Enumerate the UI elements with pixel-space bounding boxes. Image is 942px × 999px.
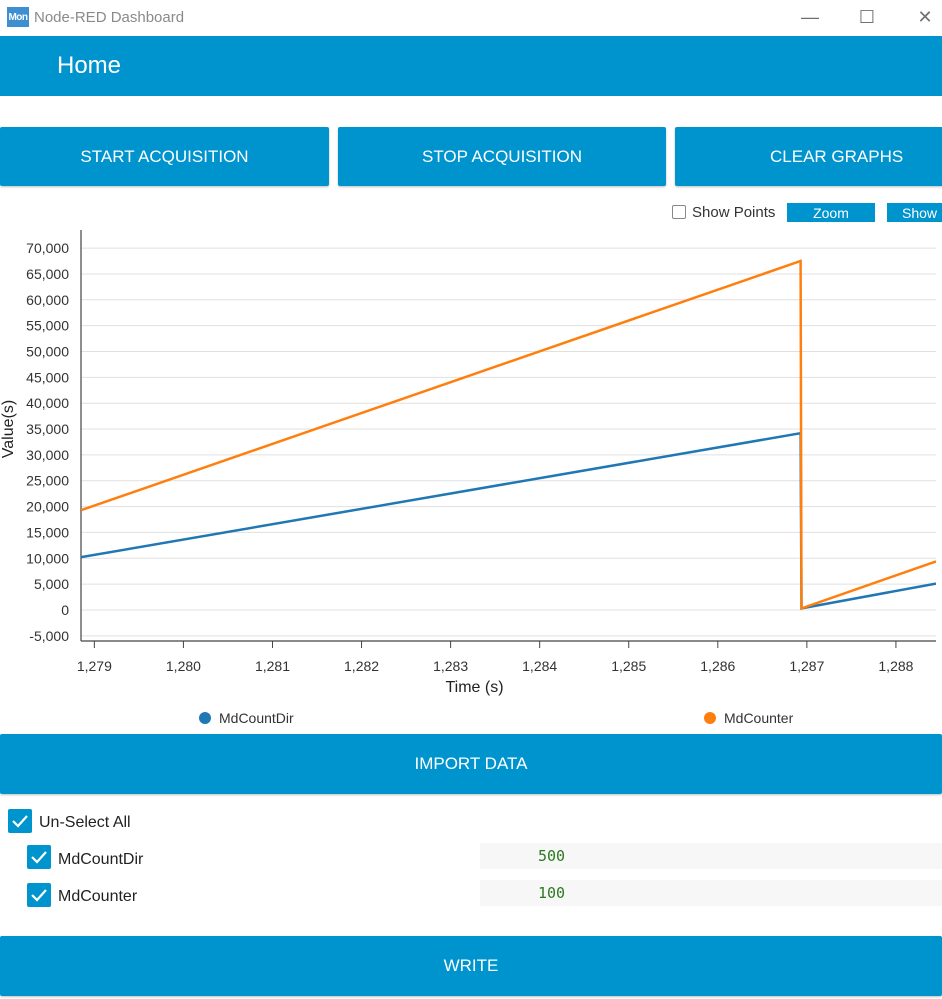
mdcountdir-label: MdCountDir <box>58 851 144 868</box>
line-chart: -5,000 0 5,000 10,000 15,000 20,000 25,000 30,0… <box>0 230 936 696</box>
clear-graphs-button[interactable]: CLEAR GRAPHS <box>675 127 942 186</box>
y-tick-label: 10,000 <box>26 550 69 566</box>
y-tick-label: 55,000 <box>26 318 69 334</box>
y-tick-label: 0 <box>61 602 69 618</box>
write-button[interactable]: WRITE <box>0 936 942 996</box>
legend-label: MdCountDir <box>219 710 294 726</box>
y-tick-label: 60,000 <box>26 292 69 308</box>
show-points-checkbox[interactable] <box>672 205 686 219</box>
series-line-mdcountdir <box>81 431 936 610</box>
mdcountdir-value-field[interactable]: 500 <box>480 843 942 869</box>
group-title: Chart <box>14 96 68 102</box>
checkmark-icon <box>31 889 47 902</box>
zoom-button[interactable]: Zoom <box>787 203 875 222</box>
y-tick-label: 70,000 <box>26 240 69 256</box>
x-axis-label: Time (s) <box>445 679 503 696</box>
legend-item-mdcounter[interactable]: MdCounter <box>704 710 793 726</box>
x-tick-label: 1,282 <box>344 658 379 674</box>
y-tick-label: 5,000 <box>34 576 69 592</box>
stop-acquisition-button[interactable]: STOP ACQUISITION <box>338 127 666 186</box>
y-tick-label: 45,000 <box>26 369 69 385</box>
app-header: Home <box>0 36 942 96</box>
checkmark-icon <box>12 815 28 828</box>
y-tick-label: 65,000 <box>26 266 69 282</box>
window-titlebar: Mon Node-RED Dashboard — ☐ ✕ <box>0 0 942 36</box>
x-tick-label: 1,286 <box>700 658 735 674</box>
legend-dot <box>199 712 211 724</box>
x-tick-label: 1,283 <box>433 658 468 674</box>
x-tick-label: 1,279 <box>77 658 112 674</box>
show-points-label: Show Points <box>692 204 776 221</box>
window-title: Node-RED Dashboard <box>34 9 185 26</box>
legend-dot <box>704 712 716 724</box>
minimize-icon[interactable]: — <box>801 6 819 27</box>
y-tick-label: 20,000 <box>26 499 69 515</box>
y-axis-label: Value(s) <box>0 400 17 458</box>
legend-item-mdcountdir[interactable]: MdCountDir <box>199 710 294 726</box>
start-acquisition-button[interactable]: START ACQUISITION <box>0 127 329 186</box>
import-data-button[interactable]: IMPORT DATA <box>0 734 942 794</box>
checkmark-icon <box>31 851 47 864</box>
legend-label: MdCounter <box>724 710 794 726</box>
x-tick-label: 1,284 <box>522 658 557 674</box>
x-tick-label: 1,285 <box>611 658 646 674</box>
x-tick-label: 1,287 <box>789 658 824 674</box>
mdcountdir-value: 500 <box>538 847 566 865</box>
page-title: Home <box>57 52 122 79</box>
x-tick-label: 1,281 <box>255 658 290 674</box>
mdcountdir-checkbox[interactable] <box>27 845 51 869</box>
y-tick-label: 50,000 <box>26 343 69 359</box>
y-tick-label: -5,000 <box>29 628 69 644</box>
close-icon[interactable]: ✕ <box>917 6 933 27</box>
app-icon: Mon <box>7 7 29 27</box>
mdcounter-checkbox[interactable] <box>27 883 51 907</box>
y-tick-label: 15,000 <box>26 524 69 540</box>
unselect-all-checkbox[interactable] <box>8 809 32 833</box>
mdcounter-value: 100 <box>538 884 566 902</box>
series-line-mdcounter <box>81 259 936 611</box>
y-tick-label: 25,000 <box>26 473 69 489</box>
mdcounter-label: MdCounter <box>58 888 138 905</box>
y-tick-label: 35,000 <box>26 421 69 437</box>
maximize-icon[interactable]: ☐ <box>858 6 876 27</box>
unselect-all-label: Un-Select All <box>39 814 131 831</box>
x-tick-label: 1,288 <box>878 658 913 674</box>
y-tick-label: 30,000 <box>26 447 69 463</box>
show-button[interactable]: Show <box>887 203 942 222</box>
x-tick-label: 1,280 <box>166 658 201 674</box>
y-tick-label: 40,000 <box>26 395 69 411</box>
mdcounter-value-field[interactable]: 100 <box>480 880 942 906</box>
